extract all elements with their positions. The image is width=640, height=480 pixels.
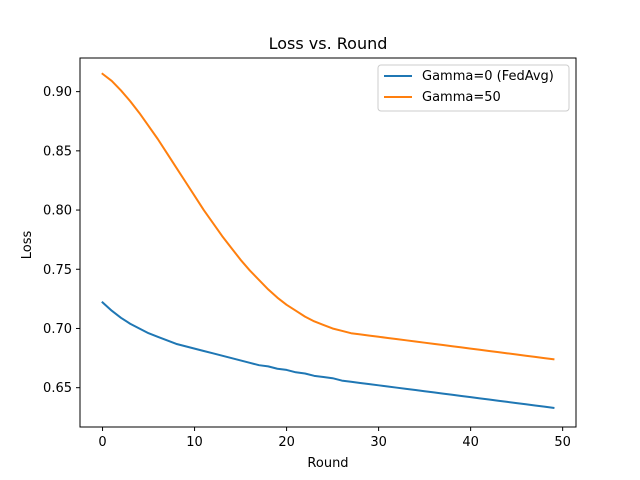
x-axis-label: Round bbox=[307, 456, 348, 471]
y-tick-label: 0.70 bbox=[43, 322, 72, 337]
series-layer bbox=[101, 72, 555, 409]
x-tick-label: 0 bbox=[98, 435, 106, 450]
plot-frame bbox=[80, 58, 576, 427]
legend-box bbox=[377, 64, 570, 112]
y-axis-label: Loss bbox=[20, 231, 35, 260]
axes-spines bbox=[79, 57, 577, 428]
legend: Gamma=0 (FedAvg) Gamma=50 bbox=[377, 64, 570, 112]
x-tick-label: 30 bbox=[370, 435, 387, 450]
y-tick-label: 0.65 bbox=[43, 381, 72, 396]
chart-title: Loss vs. Round bbox=[269, 34, 388, 53]
y-tick-label: 0.90 bbox=[43, 85, 72, 100]
x-tick-label: 10 bbox=[186, 435, 203, 450]
series-line-2 bbox=[101, 72, 555, 361]
legend-label-series-2: Gamma=50 bbox=[422, 90, 501, 105]
plot-area: 0 10 20 30 40 50 0.65 0.70 0.75 0.80 0.85 0.90 bbox=[43, 57, 577, 450]
axes-layer: 0 10 20 30 40 50 0.65 0.70 0.75 0.80 0.85 0.90 bbox=[43, 57, 577, 450]
series-line-1 bbox=[101, 301, 555, 409]
x-tick-label: 50 bbox=[554, 435, 571, 450]
x-tick-label: 20 bbox=[278, 435, 295, 450]
x-tick-label: 40 bbox=[462, 435, 479, 450]
y-tick-label: 0.85 bbox=[43, 144, 72, 159]
y-tick-label: 0.75 bbox=[43, 263, 72, 278]
legend-label-series-1: Gamma=0 (FedAvg) bbox=[422, 69, 554, 84]
y-tick-label: 0.80 bbox=[43, 204, 72, 219]
